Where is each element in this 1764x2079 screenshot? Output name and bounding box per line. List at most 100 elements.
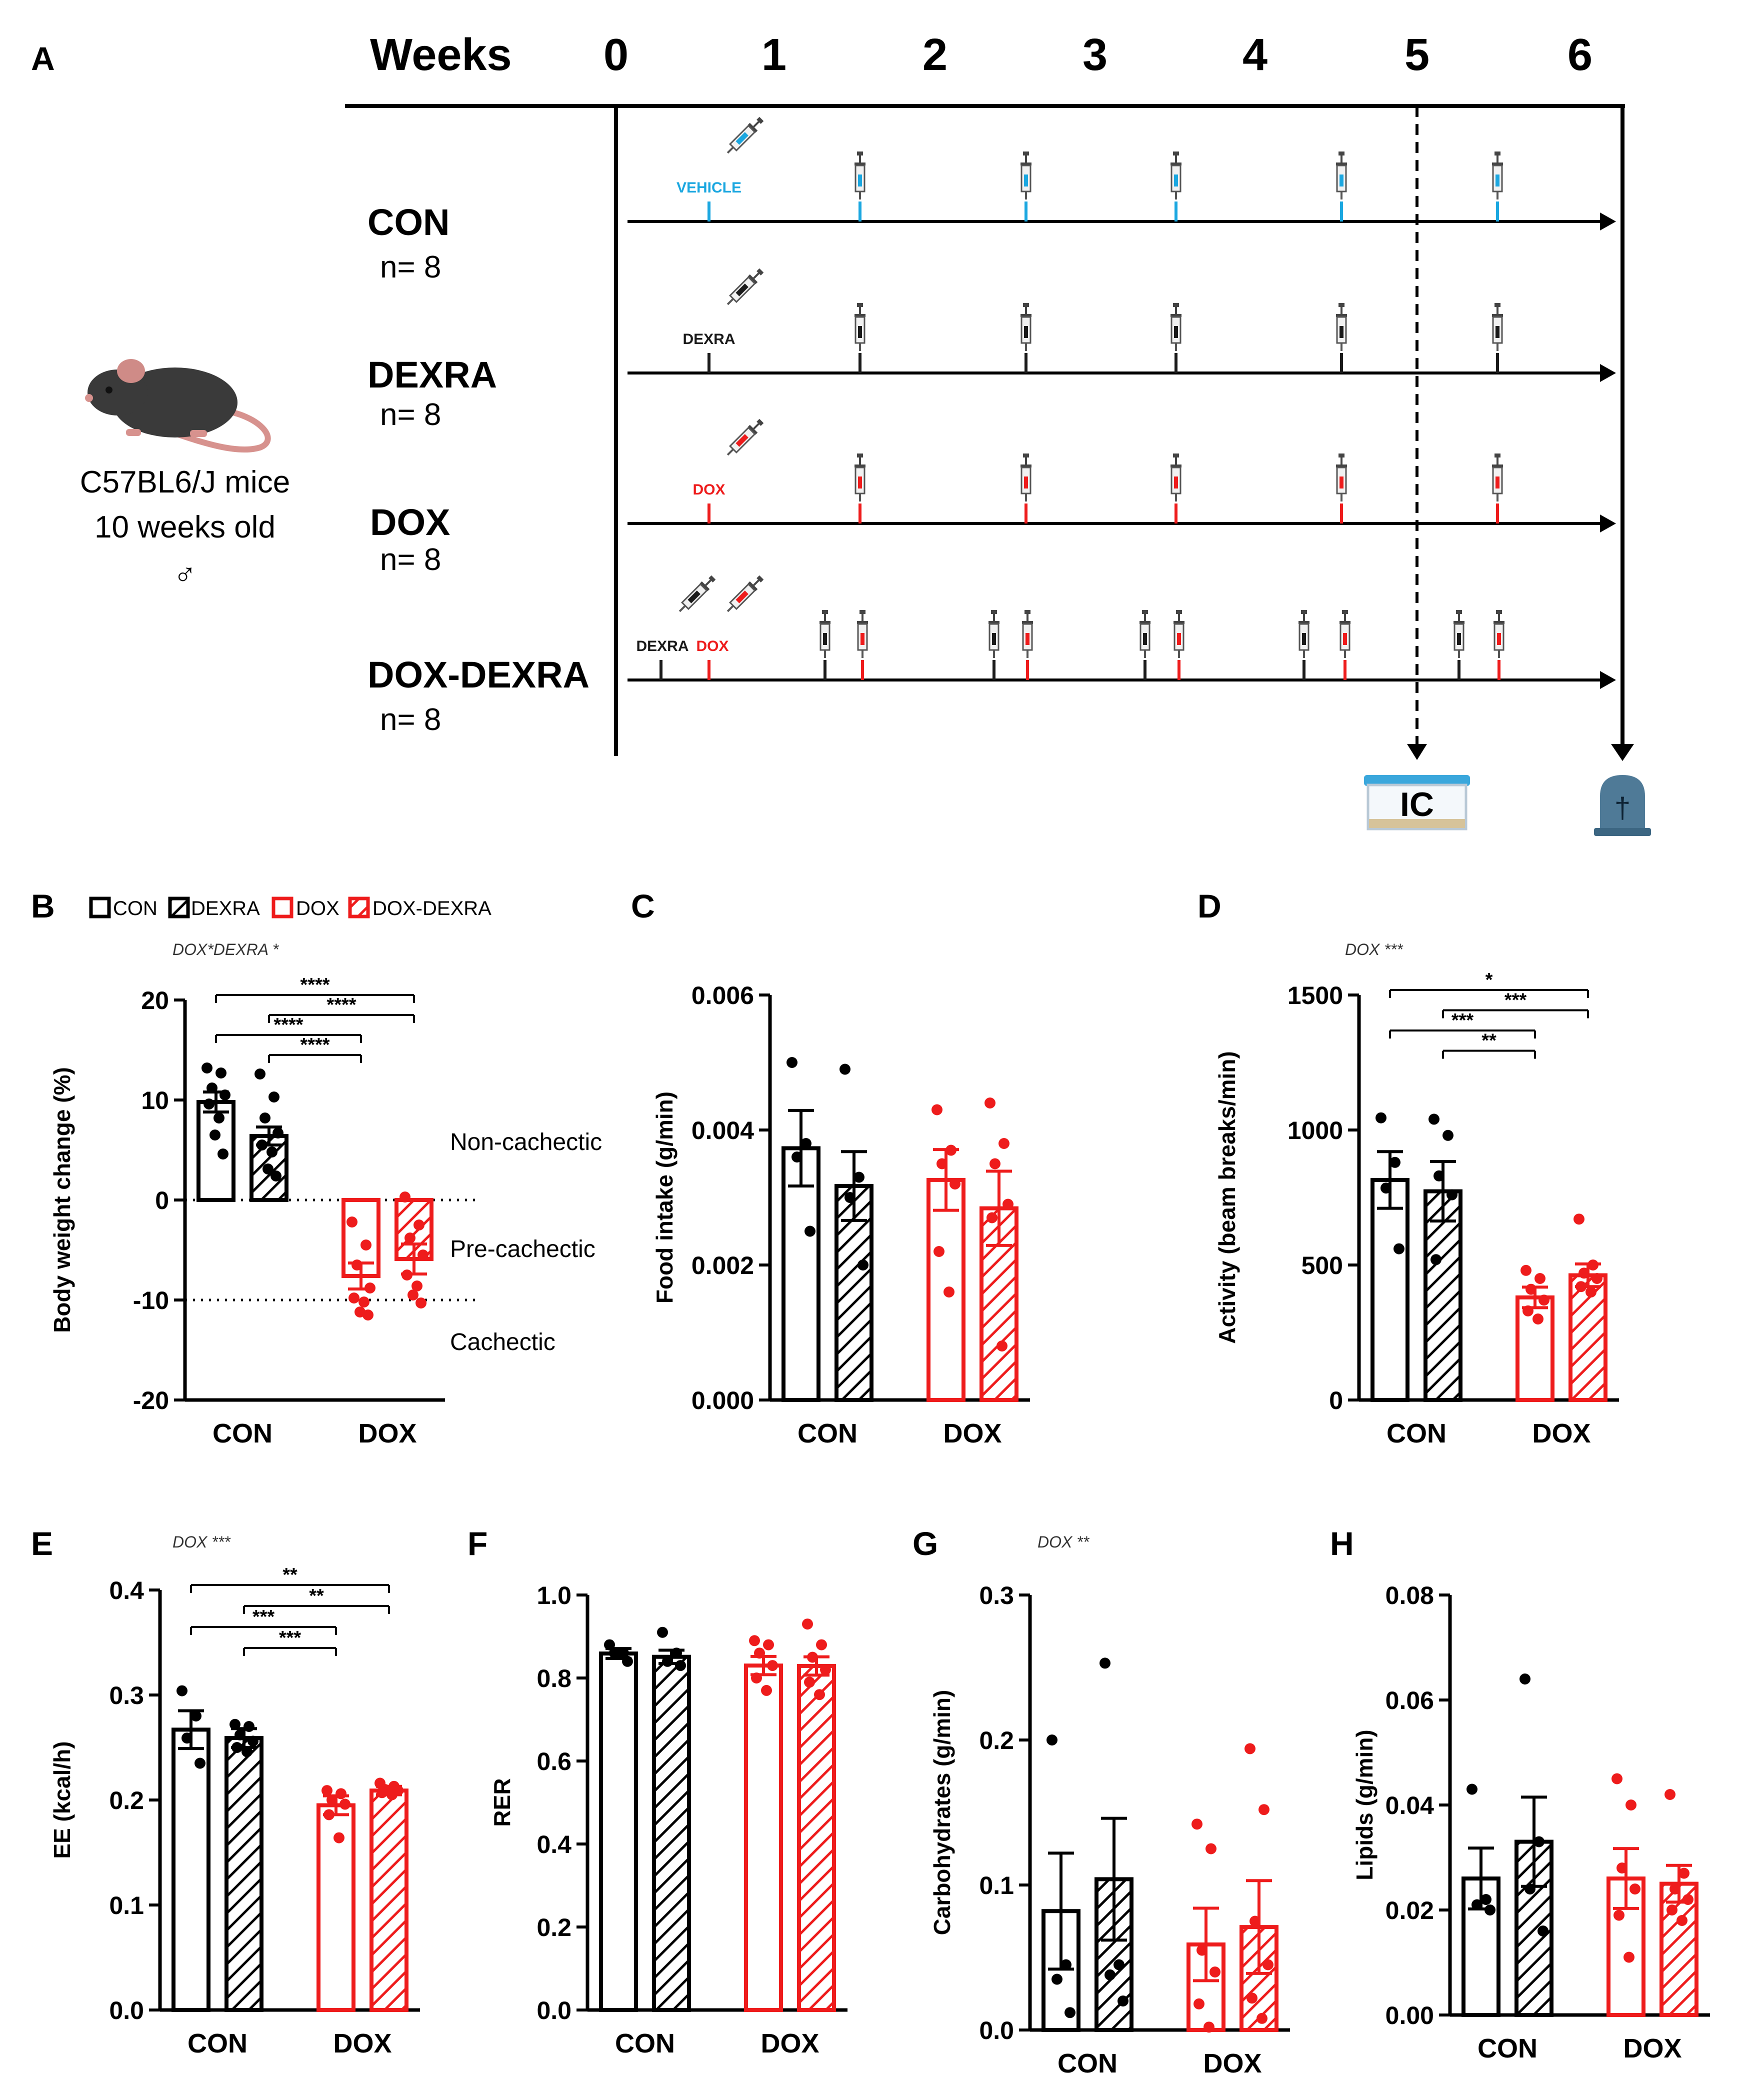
syringe-icon bbox=[1170, 302, 1182, 352]
data-point bbox=[657, 1626, 668, 1638]
data-point bbox=[1210, 1966, 1220, 1978]
syringe-icon bbox=[988, 609, 1000, 659]
mouse-foot bbox=[190, 430, 207, 437]
data-point bbox=[1394, 1243, 1404, 1254]
panel-letter-f: F bbox=[468, 1525, 488, 1562]
data-point bbox=[854, 1172, 864, 1183]
bar-dexra bbox=[1424, 1189, 1462, 1402]
data-point bbox=[1118, 1996, 1128, 2006]
injection-label: DOX bbox=[692, 482, 725, 498]
week-number: 0 bbox=[604, 30, 628, 80]
data-point bbox=[194, 1758, 206, 1769]
x-tick-label: DOX bbox=[333, 2028, 392, 2058]
data-point bbox=[334, 1832, 344, 1844]
y-tick-label: 0.02 bbox=[1386, 1896, 1434, 1924]
syringe-fill bbox=[1024, 326, 1028, 338]
data-point bbox=[1390, 1156, 1400, 1168]
data-point bbox=[1588, 1260, 1598, 1270]
data-point bbox=[622, 1656, 633, 1667]
data-point bbox=[364, 1282, 376, 1294]
y-tick-label: 0.2 bbox=[536, 1914, 572, 1942]
syringe-fill bbox=[860, 633, 864, 645]
endpoint-death-cross: † bbox=[1614, 792, 1630, 824]
y-tick-label: 0.004 bbox=[692, 1116, 754, 1144]
data-point bbox=[804, 1226, 816, 1237]
y-tick-label: 1.0 bbox=[536, 1582, 572, 1610]
data-point bbox=[751, 1672, 762, 1684]
x-tick-label: DOX bbox=[760, 2028, 819, 2058]
y-tick-label: 0 bbox=[155, 1186, 169, 1214]
syringe-fill bbox=[1340, 174, 1344, 186]
syringe-icon bbox=[722, 266, 766, 310]
ic-cage-bedding bbox=[1369, 819, 1465, 828]
data-point bbox=[1262, 1959, 1274, 1970]
syringe-icon bbox=[1492, 609, 1506, 659]
bar-dox bbox=[1516, 1295, 1554, 1402]
data-point bbox=[1526, 1284, 1536, 1295]
ic-cage-lid bbox=[1364, 775, 1470, 786]
injection-label: DOX bbox=[696, 638, 728, 654]
syringe-fill bbox=[1174, 476, 1178, 488]
data-point bbox=[362, 1310, 374, 1320]
panel-letter-a: A bbox=[31, 40, 55, 77]
data-point bbox=[244, 1721, 254, 1732]
syringe-fill bbox=[1343, 633, 1347, 645]
syringe-icon bbox=[1491, 452, 1504, 502]
data-point bbox=[220, 1090, 230, 1100]
mouse-ear bbox=[117, 359, 145, 383]
data-point bbox=[1676, 1915, 1688, 1926]
significance-label: * bbox=[1486, 970, 1493, 990]
syringe-icon bbox=[674, 572, 718, 616]
bar-dexra bbox=[652, 1654, 691, 2012]
syringe-fill bbox=[1496, 476, 1500, 488]
panel-letter-d: D bbox=[1198, 888, 1222, 924]
syringe-icon bbox=[1452, 609, 1466, 659]
legend-label-dox: DOX bbox=[296, 898, 340, 920]
data-point bbox=[840, 1064, 850, 1075]
syringe-icon bbox=[1172, 609, 1186, 659]
data-point bbox=[1434, 1170, 1444, 1182]
data-point bbox=[412, 1280, 422, 1292]
data-point bbox=[326, 1794, 338, 1806]
data-point bbox=[1380, 1182, 1392, 1194]
data-point bbox=[990, 1158, 1000, 1170]
syringe-icon bbox=[1021, 609, 1034, 659]
data-point bbox=[210, 1130, 220, 1140]
data-point bbox=[260, 1112, 270, 1124]
data-point bbox=[346, 1216, 358, 1228]
y-tick-label: 0.1 bbox=[109, 1892, 144, 1920]
data-point bbox=[376, 1787, 388, 1798]
syringe-fill bbox=[1143, 633, 1147, 645]
data-point bbox=[767, 1660, 778, 1672]
y-tick-label: 500 bbox=[1302, 1252, 1343, 1280]
data-point bbox=[190, 1710, 202, 1722]
data-point bbox=[322, 1785, 332, 1796]
weeks-label: Weeks bbox=[370, 30, 512, 80]
data-point bbox=[414, 1220, 424, 1230]
tombstone-stone bbox=[1600, 775, 1645, 830]
data-point bbox=[1534, 1836, 1544, 1848]
bar-con bbox=[599, 1652, 638, 2012]
y-axis-label: Activity (beam breaks/min) bbox=[1214, 1051, 1240, 1344]
endpoint-arrow-head bbox=[1611, 744, 1634, 761]
syringe-icon bbox=[1335, 302, 1348, 352]
syringe-fill bbox=[1340, 476, 1344, 488]
y-tick-label: 0.1 bbox=[979, 1872, 1014, 1900]
data-point bbox=[934, 1246, 944, 1257]
data-point bbox=[1204, 2022, 1214, 2033]
legend-swatch-dexra bbox=[168, 896, 190, 918]
group-n-con: n= 8 bbox=[380, 250, 441, 284]
data-point bbox=[336, 1788, 346, 1800]
syringe-fill bbox=[1026, 633, 1030, 645]
x-tick-label: DOX bbox=[943, 1418, 1002, 1448]
bar-dexra bbox=[224, 1736, 264, 2012]
y-tick-label: 0.3 bbox=[109, 1682, 144, 1710]
injection-label: DEXRA bbox=[636, 638, 688, 654]
legend-swatch-dox-dexra bbox=[348, 896, 370, 918]
syringe-icon bbox=[1020, 150, 1032, 200]
data-point bbox=[844, 1192, 856, 1203]
chart-g: G DOX ** 0.0 0.1 0.2 0.3 Carbohydrates (g/min)… bbox=[912, 1525, 1290, 2078]
group-n-dox-dexra: n= 8 bbox=[380, 702, 441, 737]
syringe-icon bbox=[1020, 452, 1032, 502]
